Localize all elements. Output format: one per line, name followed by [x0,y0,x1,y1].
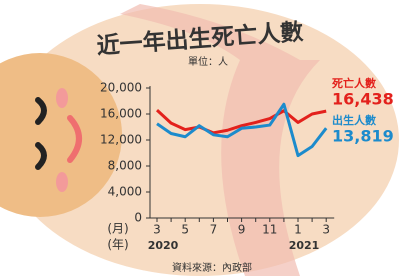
x-tick-label: 11 [262,223,277,237]
x-tick-label: 3 [153,223,161,237]
y-tick-label: 0 [134,211,142,225]
chart: 近一年出生死亡人數 單位：人 資料來源：內政部 (月) (年) 04,0008,… [0,0,401,277]
value-label: 16,438 [332,90,394,109]
year-label: 2021 [289,239,320,252]
y-tick-label: 16,000 [100,107,142,121]
x-tick-label: 1 [294,223,302,237]
y-tick-label: 12,000 [100,133,142,147]
x-tick-label: 7 [210,223,218,237]
legend-label: 出生人數 [332,113,376,127]
x-tick-label: 5 [181,223,189,237]
unit-label: 單位：人 [188,55,228,68]
x-tick-label: 3 [322,223,330,237]
y-tick-label: 20,000 [100,81,142,95]
source: 資料來源：內政部 [172,261,252,274]
y-tick-label: 4,000 [108,185,142,199]
x-axis-label: (月) [107,222,128,236]
y-tick-label: 8,000 [108,159,142,173]
x-tick-label: 9 [238,223,246,237]
year-axis-label: (年) [107,238,128,252]
year-label: 2020 [148,239,179,252]
value-label: 13,819 [332,127,394,146]
legend-label: 死亡人數 [332,76,376,90]
